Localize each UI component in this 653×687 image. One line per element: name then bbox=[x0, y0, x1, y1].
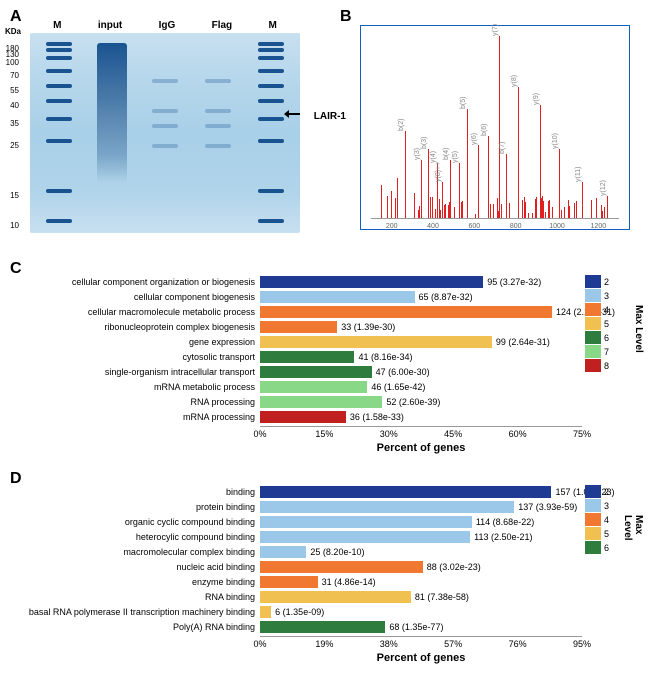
chart-row: cellular component biogenesis65 (8.87e-3… bbox=[10, 290, 630, 304]
chart-row: RNA binding81 (7.38e-58) bbox=[10, 590, 630, 604]
chart-row: binding157 (1.06e-23) bbox=[10, 485, 630, 499]
chart-row: mRNA processing36 (1.58e-33) bbox=[10, 410, 630, 424]
lair-label: LAIR-1 bbox=[314, 111, 346, 122]
gel-lane-header: MinputIgGFlagM bbox=[30, 20, 300, 31]
chart-row: cellular component organization or bioge… bbox=[10, 275, 630, 289]
go-chart-mf: binding157 (1.06e-23)protein binding137 … bbox=[10, 485, 630, 675]
chart-row: enzyme binding31 (4.86e-14) bbox=[10, 575, 630, 589]
chart-row: Poly(A) RNA binding68 (1.35e-77) bbox=[10, 620, 630, 634]
chart-row: basal RNA polymerase II transcription ma… bbox=[10, 605, 630, 619]
chart-row: single-organism intracellular transport4… bbox=[10, 365, 630, 379]
gel-panel: KDa18013010070554035251510 MinputIgGFlag… bbox=[30, 20, 300, 233]
panel-label-b: B bbox=[340, 8, 352, 26]
chart-row: cytosolic transport41 (8.16e-34) bbox=[10, 350, 630, 364]
panel-label-a: A bbox=[10, 8, 22, 26]
chart-row: nucleic acid binding88 (3.02e-23) bbox=[10, 560, 630, 574]
go-chart-bp: cellular component organization or bioge… bbox=[10, 275, 630, 455]
gel-image: LAIR-1 bbox=[30, 33, 300, 233]
chart-row: gene expression99 (2.64e-31) bbox=[10, 335, 630, 349]
chart-row: RNA processing52 (2.60e-39) bbox=[10, 395, 630, 409]
chart-row: macromolecular complex binding25 (8.20e-… bbox=[10, 545, 630, 559]
spectrum-plot: b(2)y(3)b(3)y(4)y(8)++b(4)y(5)b(5)y(6)b(… bbox=[371, 36, 619, 219]
spectrum-panel: b(2)y(3)b(3)y(4)y(8)++b(4)y(5)b(5)y(6)b(… bbox=[360, 25, 630, 230]
chart-row: ribonucleoprotein complex biogenesis33 (… bbox=[10, 320, 630, 334]
chart-row: cellular macromolecule metabolic process… bbox=[10, 305, 630, 319]
chart-row: protein binding137 (3.93e-59) bbox=[10, 500, 630, 514]
chart-row: mRNA metabolic process46 (1.65e-42) bbox=[10, 380, 630, 394]
chart-row: heterocylic compound binding113 (2.50e-2… bbox=[10, 530, 630, 544]
chart-row: organic cyclic compound binding114 (8.68… bbox=[10, 515, 630, 529]
